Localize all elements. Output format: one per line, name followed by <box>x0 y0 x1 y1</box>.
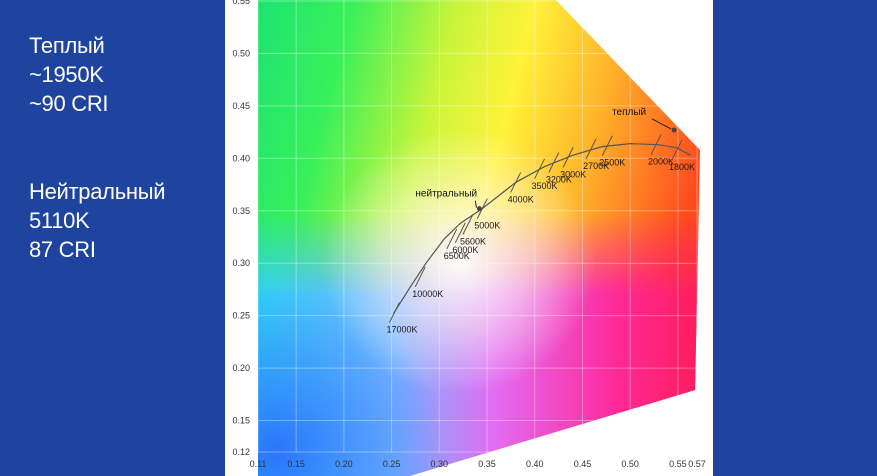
x-tick-label: 0.40 <box>526 459 544 469</box>
isotherm-tick <box>389 302 400 323</box>
isotherm-tick <box>462 214 474 235</box>
y-tick-label: 0.20 <box>232 363 250 373</box>
isotherm-tick <box>446 228 458 250</box>
cct-label: 1800K <box>669 162 695 172</box>
y-tick-label: 0.55 <box>232 0 250 6</box>
gamut-fill <box>258 0 700 476</box>
annotation-arrow <box>474 200 477 208</box>
isotherm-tick <box>585 138 597 160</box>
measured-point <box>671 127 677 133</box>
x-tick-label: 0.15 <box>287 459 305 469</box>
x-tick-label: 0.50 <box>621 459 639 469</box>
neutral-cct: 5110K <box>29 208 90 233</box>
cct-label: 5600K <box>460 236 486 246</box>
neutral-info: Нейтральный 5110K 87 CRI <box>29 177 166 264</box>
isotherm-tick <box>510 172 522 193</box>
isotherm-tick <box>534 158 545 180</box>
measured-points: нейтральный теплый <box>415 107 677 212</box>
isotherm-tick <box>650 134 662 155</box>
y-tick-label: 0.45 <box>232 101 250 111</box>
cct-label: 5000K <box>474 221 500 231</box>
isotherm-tick <box>562 147 574 168</box>
y-tick-label: 0.15 <box>232 416 250 426</box>
y-tick-label: 0.12 <box>232 447 250 457</box>
grid <box>257 0 698 453</box>
point-annotation: теплый <box>612 107 646 118</box>
cct-label: 3500K <box>532 181 558 191</box>
y-tick-label: 0.40 <box>232 153 250 163</box>
warm-info: Теплый ~1950K ~90 CRI <box>29 31 109 118</box>
cct-label: 10000K <box>412 289 443 299</box>
warm-cri: ~90 CRI <box>29 91 109 116</box>
cct-label: 6500K <box>444 251 470 261</box>
chromaticity-chart: 0.11 0.15 0.20 0.25 0.30 0.35 0.40 0.45 0.50 0.55… <box>232 0 706 476</box>
measured-point <box>476 206 482 212</box>
y-tick-label: 0.50 <box>232 48 250 58</box>
cct-label: 17000K <box>386 324 417 334</box>
cct-label: 2500K <box>599 158 625 168</box>
point-annotation: нейтральный <box>415 189 477 200</box>
chromaticity-chart-panel: 0.11 0.15 0.20 0.25 0.30 0.35 0.40 0.45 0.50 0.55… <box>225 0 713 476</box>
isotherm-tick <box>454 222 466 244</box>
isotherm-tick <box>671 139 683 161</box>
y-tick-label: 0.25 <box>232 311 250 321</box>
x-tick-label: 0.25 <box>383 459 401 469</box>
cct-label: 2000K <box>648 157 674 167</box>
cct-label: 6000K <box>452 245 478 255</box>
x-tick-label: 0.45 <box>574 459 592 469</box>
annotation-arrow <box>651 118 672 130</box>
x-tick-label: 0.55 <box>669 459 687 469</box>
neutral-title: Нейтральный <box>29 179 166 204</box>
cct-label: 3000K <box>560 169 586 179</box>
x-tick-label: 0.30 <box>431 459 449 469</box>
isotherm-tick <box>601 135 613 156</box>
cct-label: 3200K <box>546 175 572 185</box>
y-tick-label: 0.35 <box>232 206 250 216</box>
x-tick-label: 0.35 <box>478 459 496 469</box>
isotherm-tick <box>476 198 488 219</box>
warm-cct: ~1950K <box>29 62 104 87</box>
y-axis-ticks: 0.12 0.15 0.20 0.25 0.30 0.35 0.40 0.45 0.50 0.55 <box>232 0 250 457</box>
x-axis-ticks: 0.11 0.15 0.20 0.25 0.30 0.35 0.40 0.45 0.50 0.55… <box>250 459 706 469</box>
x-tick-label: 0.57 <box>688 459 706 469</box>
y-tick-label: 0.30 <box>232 258 250 268</box>
x-tick-label: 0.11 <box>250 459 267 469</box>
isotherm-tick <box>414 266 426 288</box>
cct-label: 2700K <box>583 161 609 171</box>
cct-label: 4000K <box>508 194 534 204</box>
neutral-cri: 87 CRI <box>29 237 96 262</box>
planckian-locus <box>393 143 691 314</box>
isotherm-tick <box>548 152 560 173</box>
x-tick-label: 0.20 <box>335 459 353 469</box>
warm-title: Теплый <box>29 33 105 58</box>
